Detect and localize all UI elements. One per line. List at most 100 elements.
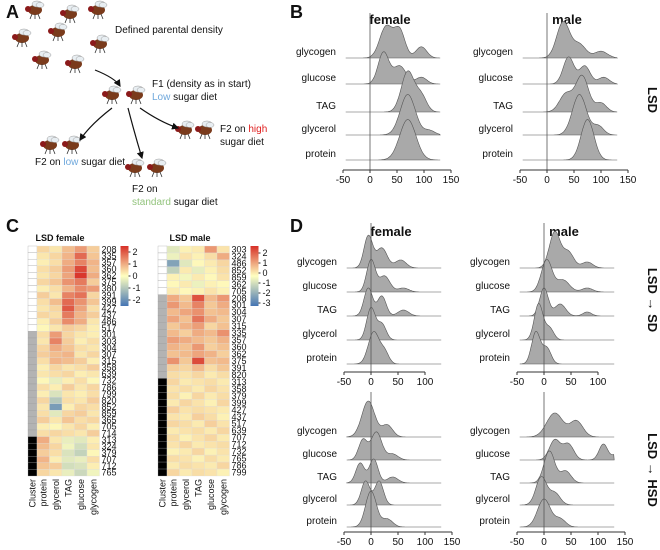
heatmap-cell	[204, 420, 218, 428]
heatmap-cell	[166, 447, 180, 456]
x-tick-label: 50	[565, 377, 577, 388]
f1-diet: Low sugar diet	[152, 92, 217, 103]
heatmap-cell	[61, 258, 75, 266]
row-label: 399	[102, 297, 117, 307]
row-label: 324	[102, 441, 117, 451]
ridge	[345, 70, 441, 113]
cluster-cell	[27, 331, 38, 339]
heatmap-cell	[86, 344, 100, 352]
heatmap-cell	[191, 266, 205, 275]
heatmap-cell	[49, 383, 63, 391]
f2-high: F2 on high	[220, 124, 267, 135]
heatmap-cell	[191, 371, 205, 379]
heatmap-cell	[216, 336, 230, 344]
colorbar-label: 2	[263, 248, 268, 258]
heatmap-cell	[61, 252, 75, 260]
heatmap-cell	[74, 383, 88, 391]
heatmap-cell	[166, 273, 180, 281]
heatmap-cell	[191, 350, 205, 358]
arrows	[79, 69, 180, 160]
ridge	[346, 258, 442, 293]
heatmap-cell	[204, 413, 218, 421]
heatmap-cell	[61, 331, 75, 339]
heatmap-cell	[86, 331, 100, 339]
row-label: 705	[232, 286, 247, 296]
row-label: 707	[232, 433, 247, 443]
heatmap-cell	[61, 265, 75, 273]
row-label: 399	[232, 398, 247, 408]
heatmap-cell	[191, 252, 205, 261]
row-label: protein	[482, 149, 513, 160]
heatmap-cell	[166, 364, 180, 372]
row-label: 301	[102, 330, 117, 340]
row-label: TAG	[493, 101, 513, 112]
cluster-cell	[27, 265, 38, 273]
heatmap-cell	[216, 371, 230, 379]
heatmap-cell	[49, 298, 63, 306]
row-label: 820	[232, 370, 247, 380]
heatmap-cell	[36, 370, 50, 378]
heatmap-cell	[204, 468, 218, 477]
heatmap-cell	[166, 336, 180, 344]
cluster-cell	[27, 423, 38, 431]
heatmap-cell	[49, 469, 63, 477]
heatmap-cell	[74, 265, 88, 273]
row-label: 437	[102, 310, 117, 320]
cluster-cell	[27, 245, 38, 253]
ridge	[345, 94, 441, 136]
row-label: 375	[102, 277, 117, 287]
heatmap-cell	[191, 392, 205, 400]
heatmap-cell	[49, 344, 63, 352]
x-tick-label: -50	[337, 537, 352, 548]
cluster-cell	[157, 420, 168, 428]
heatmap-cell	[36, 304, 50, 312]
heatmap-cell	[204, 378, 218, 386]
row-label: 357	[232, 335, 247, 345]
cluster-cell	[157, 468, 168, 477]
heatmap-cell	[36, 383, 50, 391]
heatmap-cell	[36, 364, 50, 372]
heatmap-cell	[49, 252, 63, 260]
cluster-cell	[157, 357, 168, 365]
heatmap-cell	[216, 434, 230, 442]
heatmap-cell	[191, 447, 205, 456]
heatmap-cell	[216, 427, 230, 435]
heatmap-cell	[49, 429, 63, 437]
heatmap-cell	[74, 298, 88, 306]
heatmap-cell	[191, 280, 205, 288]
heatmap-cell	[61, 383, 75, 391]
heatmap-cell	[36, 265, 50, 273]
ridge	[345, 119, 441, 161]
heatmap-cell	[61, 285, 75, 293]
heatmap-cell	[216, 413, 230, 421]
row-label: 732	[232, 447, 247, 457]
heatmap-cell	[86, 272, 100, 280]
heatmap-cell	[179, 259, 193, 268]
heatmap-title: LSD male	[169, 233, 210, 243]
row-label: glycogen	[297, 426, 337, 437]
colorbar	[120, 246, 129, 306]
heatmap-cell	[36, 429, 50, 437]
heatmap-cell	[49, 357, 63, 365]
heatmap-cell	[36, 318, 50, 326]
ridge	[522, 94, 618, 136]
cluster-cell	[157, 245, 168, 254]
heatmap-cell	[179, 434, 193, 442]
heatmap-cell	[204, 259, 218, 268]
cluster-cell	[157, 343, 168, 351]
heatmap-cell	[49, 423, 63, 431]
heatmap-cell	[74, 304, 88, 312]
row-label: glucose	[476, 449, 511, 460]
x-tick-label: 0	[367, 175, 373, 186]
heatmap-cell	[216, 259, 230, 268]
heatmap-cell	[216, 447, 230, 456]
heatmap-cell	[166, 399, 180, 407]
heatmap-cell	[49, 449, 63, 457]
heatmap-cell	[204, 336, 218, 344]
heatmap-cell	[36, 396, 50, 404]
heatmap-cell	[49, 324, 63, 332]
f1-text: F1 (density as in start)	[152, 79, 251, 90]
row-label: 360	[232, 342, 247, 352]
row-label: 712	[232, 440, 247, 450]
heatmap-cell	[36, 337, 50, 345]
